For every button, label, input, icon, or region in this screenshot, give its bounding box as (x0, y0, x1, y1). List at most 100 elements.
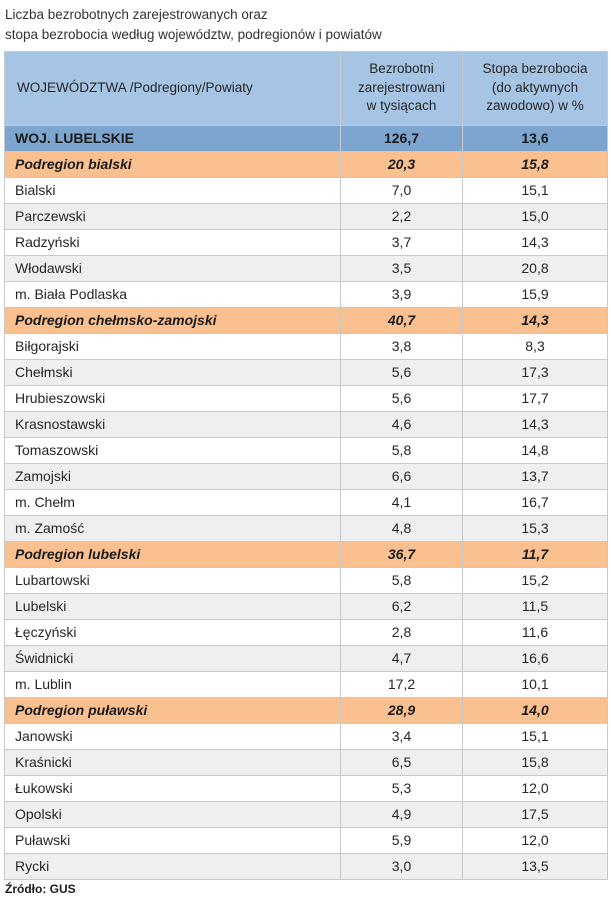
unemployment-rate-cell: 17,5 (462, 800, 608, 828)
voivodeship-row: WOJ. LUBELSKIE 126,7 13,6 (4, 124, 608, 152)
county-row: m. Chełm 4,1 16,7 (4, 488, 608, 516)
region-name-cell: Biłgorajski (4, 332, 341, 360)
unemployed-count-cell: 5,8 (340, 436, 463, 464)
region-name-cell: Puławski (4, 826, 341, 854)
county-row: Lubelski 6,2 11,5 (4, 592, 608, 620)
column-header-unemployed: Bezrobotni zarejestrowani w tysiącach (340, 50, 463, 126)
unemployed-count-cell: 4,7 (340, 644, 463, 672)
county-row: Rycki 3,0 13,5 (4, 852, 608, 880)
unemployed-count-cell: 2,2 (340, 202, 463, 230)
region-name-cell: Zamojski (4, 462, 341, 490)
county-row: Lubartowski 5,8 15,2 (4, 566, 608, 594)
county-row: Bialski 7,0 15,1 (4, 176, 608, 204)
region-name-cell: Podregion puławski (4, 696, 341, 724)
table-title-line1: Liczba bezrobotnych zarejestrowanych ora… (5, 7, 268, 22)
subregion-row: Podregion lubelski 36,7 11,7 (4, 540, 608, 568)
table-title: Liczba bezrobotnych zarejestrowanych ora… (5, 5, 607, 46)
unemployed-count-cell: 36,7 (340, 540, 463, 568)
unemployment-rate-cell: 14,8 (462, 436, 608, 464)
header-row: WOJEWÓDZTWA /Podregiony/Powiaty Bezrobot… (4, 50, 608, 126)
region-name-cell: Opolski (4, 800, 341, 828)
unemployed-count-cell: 6,2 (340, 592, 463, 620)
unemployment-rate-cell: 14,0 (462, 696, 608, 724)
unemployment-rate-cell: 20,8 (462, 254, 608, 282)
county-row: Puławski 5,9 12,0 (4, 826, 608, 854)
unemployment-rate-cell: 8,3 (462, 332, 608, 360)
region-name-cell: Lubartowski (4, 566, 341, 594)
subregion-row: Podregion bialski 20,3 15,8 (4, 150, 608, 178)
unemployment-rate-cell: 15,9 (462, 280, 608, 308)
county-row: Krasnostawski 4,6 14,3 (4, 410, 608, 438)
county-row: Łęczyński 2,8 11,6 (4, 618, 608, 646)
region-name-cell: m. Zamość (4, 514, 341, 542)
county-row: Parczewski 2,2 15,0 (4, 202, 608, 230)
unemployed-count-cell: 3,7 (340, 228, 463, 256)
table-title-line2: stopa bezrobocia według województw, podr… (5, 27, 382, 43)
county-row: Zamojski 6,6 13,7 (4, 462, 608, 490)
unemployed-count-cell: 40,7 (340, 306, 463, 334)
region-name-cell: Kraśnicki (4, 748, 341, 776)
unemployed-count-cell: 5,8 (340, 566, 463, 594)
county-row: m. Lublin 17,2 10,1 (4, 670, 608, 698)
unemployed-count-cell: 5,9 (340, 826, 463, 854)
unemployed-count-cell: 17,2 (340, 670, 463, 698)
unemployment-rate-cell: 11,6 (462, 618, 608, 646)
unemployment-rate-cell: 15,8 (462, 748, 608, 776)
column-header-rate: Stopa bezrobocia (do aktywnych zawodowo)… (462, 50, 608, 126)
county-row: m. Zamość 4,8 15,3 (4, 514, 608, 542)
column-header-region: WOJEWÓDZTWA /Podregiony/Powiaty (4, 50, 341, 126)
region-name-cell: Parczewski (4, 202, 341, 230)
unemployment-rate-cell: 15,8 (462, 150, 608, 178)
unemployed-count-cell: 4,1 (340, 488, 463, 516)
region-name-cell: Bialski (4, 176, 341, 204)
unemployed-count-cell: 20,3 (340, 150, 463, 178)
unemployed-count-cell: 5,3 (340, 774, 463, 802)
unemployment-rate-cell: 15,3 (462, 514, 608, 542)
region-name-cell: Krasnostawski (4, 410, 341, 438)
unemployment-rate-cell: 17,7 (462, 384, 608, 412)
region-name-cell: Rycki (4, 852, 341, 880)
unemployment-rate-cell: 14,3 (462, 306, 608, 334)
unemployment-rate-cell: 15,0 (462, 202, 608, 230)
unemployed-count-cell: 6,6 (340, 462, 463, 490)
unemployment-rate-cell: 17,3 (462, 358, 608, 386)
unemployed-count-cell: 28,9 (340, 696, 463, 724)
source-note: Źródło: GUS (5, 881, 76, 896)
region-name-cell: Tomaszowski (4, 436, 341, 464)
unemployment-rate-cell: 14,3 (462, 228, 608, 256)
unemployment-rate-cell: 13,6 (462, 124, 608, 152)
unemployment-rate-cell: 15,1 (462, 176, 608, 204)
unemployed-count-cell: 3,9 (340, 280, 463, 308)
unemployment-rate-cell: 12,0 (462, 826, 608, 854)
county-row: Łukowski 5,3 12,0 (4, 774, 608, 802)
region-name-cell: Chełmski (4, 358, 341, 386)
region-name-cell: Podregion chełmsko-zamojski (4, 306, 341, 334)
table-body: WOJ. LUBELSKIE 126,7 13,6 Podregion bialski… (4, 124, 608, 880)
region-name-cell: m. Biała Podlaska (4, 280, 341, 308)
region-name-cell: WOJ. LUBELSKIE (4, 124, 341, 152)
region-name-cell: Hrubieszowski (4, 384, 341, 412)
unemployment-rate-cell: 11,5 (462, 592, 608, 620)
unemployment-rate-cell: 15,1 (462, 722, 608, 750)
region-name-cell: m. Lublin (4, 670, 341, 698)
unemployment-rate-cell: 16,6 (462, 644, 608, 672)
unemployed-count-cell: 5,6 (340, 384, 463, 412)
unemployed-count-cell: 3,8 (340, 332, 463, 360)
region-name-cell: Lubelski (4, 592, 341, 620)
region-name-cell: Włodawski (4, 254, 341, 282)
unemployment-rate-cell: 15,2 (462, 566, 608, 594)
unemployment-rate-cell: 13,7 (462, 462, 608, 490)
region-name-cell: m. Chełm (4, 488, 341, 516)
unemployment-rate-cell: 16,7 (462, 488, 608, 516)
county-row: Opolski 4,9 17,5 (4, 800, 608, 828)
unemployed-count-cell: 4,8 (340, 514, 463, 542)
unemployed-count-cell: 5,6 (340, 358, 463, 386)
unemployed-count-cell: 4,9 (340, 800, 463, 828)
unemployment-rate-cell: 11,7 (462, 540, 608, 568)
region-name-cell: Radzyński (4, 228, 341, 256)
unemployed-count-cell: 3,4 (340, 722, 463, 750)
unemployed-count-cell: 3,0 (340, 852, 463, 880)
unemployed-count-cell: 126,7 (340, 124, 463, 152)
unemployment-rate-cell: 10,1 (462, 670, 608, 698)
